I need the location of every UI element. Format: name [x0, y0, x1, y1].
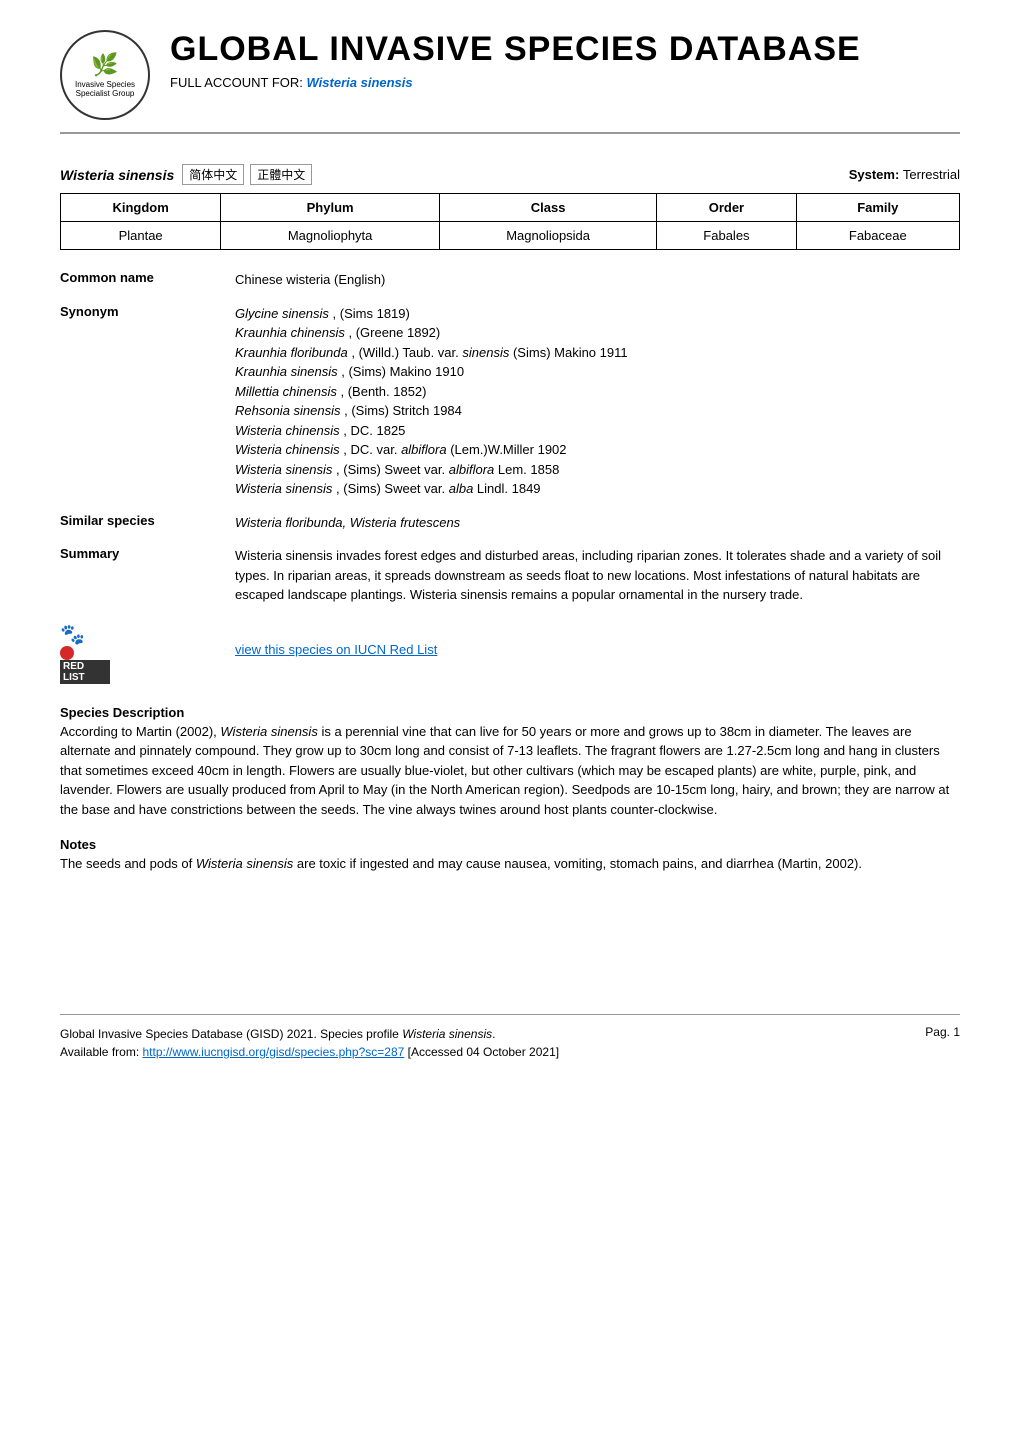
subtitle-species: Wisteria sinensis	[307, 75, 413, 90]
col-class: Class	[439, 194, 656, 222]
common-name-row: Common name Chinese wisteria (English)	[60, 270, 960, 290]
redlist-link[interactable]: view this species on IUCN Red List	[235, 642, 437, 657]
lang-button-simplified[interactable]: 简体中文	[182, 164, 244, 185]
similar-species-row: Similar species Wisteria floribunda, Wis…	[60, 513, 960, 533]
table-row: Plantae Magnoliophyta Magnoliopsida Faba…	[61, 222, 960, 250]
common-name-label: Common name	[60, 270, 235, 290]
col-phylum: Phylum	[221, 194, 440, 222]
synonym-line: Glycine sinensis , (Sims 1819)	[235, 304, 960, 324]
footer-line1-species: Wisteria sinensis	[402, 1027, 492, 1041]
logo-leaf-icon: 🌿	[91, 52, 118, 78]
species-title-row: Wisteria sinensis 简体中文 正體中文 System: Terr…	[60, 164, 960, 185]
main-title: GLOBAL INVASIVE SPECIES DATABASE	[170, 30, 960, 69]
species-name: Wisteria sinensis	[60, 167, 174, 183]
notes-body: The seeds and pods of Wisteria sinensis …	[60, 854, 960, 874]
summary-row: Summary Wisteria sinensis invades forest…	[60, 546, 960, 605]
col-kingdom: Kingdom	[61, 194, 221, 222]
footer-line2-prefix: Available from:	[60, 1045, 142, 1059]
desc-prefix: According to Martin (2002),	[60, 724, 220, 739]
synonym-line: Wisteria sinensis , (Sims) Sweet var. al…	[235, 460, 960, 480]
cell-kingdom: Plantae	[61, 222, 221, 250]
species-description-body: According to Martin (2002), Wisteria sin…	[60, 722, 960, 820]
col-order: Order	[657, 194, 796, 222]
cell-order: Fabales	[657, 222, 796, 250]
system-label: System: Terrestrial	[849, 167, 960, 182]
synonym-line: Wisteria sinensis , (Sims) Sweet var. al…	[235, 479, 960, 499]
cell-class: Magnoliopsida	[439, 222, 656, 250]
notes-prefix: The seeds and pods of	[60, 856, 196, 871]
subtitle-prefix: FULL ACCOUNT FOR:	[170, 75, 307, 90]
summary-label: Summary	[60, 546, 235, 605]
footer-page-number: Pag. 1	[925, 1025, 960, 1061]
synonym-line: Millettia chinensis , (Benth. 1852)	[235, 382, 960, 402]
notes-species: Wisteria sinensis	[196, 856, 293, 871]
redlist-badge-text: RED LIST	[60, 660, 110, 684]
synonym-label: Synonym	[60, 304, 235, 499]
logo-text-line2: Specialist Group	[76, 89, 135, 98]
synonym-line: Rehsonia sinensis , (Sims) Stritch 1984	[235, 401, 960, 421]
taxonomy-table: Kingdom Phylum Class Order Family Planta…	[60, 193, 960, 250]
synonym-list: Glycine sinensis , (Sims 1819)Kraunhia c…	[235, 304, 960, 499]
similar-species-label: Similar species	[60, 513, 235, 533]
cell-family: Fabaceae	[796, 222, 959, 250]
table-header-row: Kingdom Phylum Class Order Family	[61, 194, 960, 222]
similar-species-value: Wisteria floribunda, Wisteria frutescens	[235, 513, 960, 533]
desc-species: Wisteria sinensis	[220, 724, 317, 739]
col-family: Family	[796, 194, 959, 222]
notes-section: Notes The seeds and pods of Wisteria sin…	[60, 837, 960, 874]
synonym-line: Kraunhia sinensis , (Sims) Makino 1910	[235, 362, 960, 382]
synonym-line: Wisteria chinensis , DC. 1825	[235, 421, 960, 441]
species-description-heading: Species Description	[60, 705, 960, 720]
redlist-badge: RED LIST	[60, 645, 110, 685]
page-footer: Global Invasive Species Database (GISD) …	[60, 1014, 960, 1061]
footer-line1-prefix: Global Invasive Species Database (GISD) …	[60, 1027, 402, 1041]
synonym-row: Synonym Glycine sinensis , (Sims 1819)Kr…	[60, 304, 960, 499]
redlist-icon: 🐾 RED LIST	[60, 625, 110, 675]
footer-line2-suffix: [Accessed 04 October 2021]	[404, 1045, 559, 1059]
page-header: 🌿 Invasive Species Specialist Group GLOB…	[60, 30, 960, 134]
synonym-line: Kraunhia chinensis , (Greene 1892)	[235, 323, 960, 343]
footer-citation: Global Invasive Species Database (GISD) …	[60, 1025, 895, 1061]
footer-line1-suffix: .	[492, 1027, 495, 1041]
common-name-value: Chinese wisteria (English)	[235, 270, 960, 290]
summary-value: Wisteria sinensis invades forest edges a…	[235, 546, 960, 605]
notes-rest: are toxic if ingested and may cause naus…	[293, 856, 862, 871]
header-text-block: GLOBAL INVASIVE SPECIES DATABASE FULL AC…	[170, 30, 960, 90]
notes-heading: Notes	[60, 837, 960, 852]
similar-species-italic: Wisteria floribunda, Wisteria frutescens	[235, 515, 460, 530]
footer-link[interactable]: http://www.iucngisd.org/gisd/species.php…	[142, 1045, 404, 1059]
paw-icon: 🐾	[60, 625, 110, 645]
redlist-row: 🐾 RED LIST view this species on IUCN Red…	[60, 625, 960, 675]
cell-phylum: Magnoliophyta	[221, 222, 440, 250]
synonym-line: Kraunhia floribunda , (Willd.) Taub. var…	[235, 343, 960, 363]
issg-logo: 🌿 Invasive Species Specialist Group	[60, 30, 150, 120]
logo-text-line1: Invasive Species	[75, 80, 135, 89]
species-description-section: Species Description According to Martin …	[60, 705, 960, 820]
redlist-circle-icon	[60, 646, 74, 660]
synonym-line: Wisteria chinensis , DC. var. albiflora …	[235, 440, 960, 460]
subtitle: FULL ACCOUNT FOR: Wisteria sinensis	[170, 75, 960, 90]
lang-button-traditional[interactable]: 正體中文	[250, 164, 312, 185]
system-label-key: System:	[849, 167, 903, 182]
system-label-value: Terrestrial	[903, 167, 960, 182]
